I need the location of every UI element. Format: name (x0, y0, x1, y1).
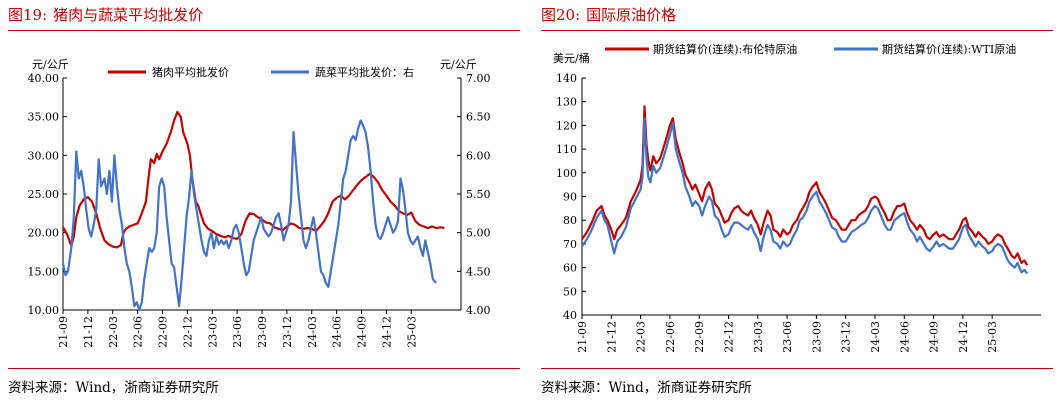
y-tick-label: 50 (563, 285, 577, 298)
left-y-tick-label: 40.00 (28, 72, 60, 85)
y-tick-label: 110 (556, 143, 577, 156)
x-tick-label: 23-12 (840, 321, 853, 353)
legend-label: 期货结算价(连续):WTI原油 (882, 42, 1016, 56)
left-y-tick-label: 20.00 (28, 227, 60, 240)
left-y-tick-label: 25.00 (28, 188, 60, 201)
x-tick-label: 25-03 (405, 316, 418, 348)
x-tick-label: 21-09 (57, 316, 70, 348)
legend-label: 蔬菜平均批发价：右 (315, 65, 414, 79)
x-tick-label: 24-06 (331, 316, 344, 348)
wti-price-line (581, 117, 1029, 275)
right-y-tick-label: 7.00 (466, 72, 491, 85)
y-tick-label: 60 (563, 262, 577, 275)
source-rule (8, 368, 520, 369)
left-y-tick-label: 30.00 (28, 149, 60, 162)
x-tick-label: 23-03 (206, 316, 219, 348)
y-tick-label: 70 (563, 238, 577, 251)
x-tick-label: 23-12 (281, 316, 294, 348)
vegetable-price-line (61, 119, 437, 312)
right-y-tick-label: 5.50 (466, 188, 491, 201)
y-tick-label: 80 (563, 214, 577, 227)
x-tick-label: 23-09 (256, 316, 269, 348)
x-tick-label: 22-06 (664, 321, 677, 353)
x-tick-label: 22-12 (722, 321, 735, 353)
x-tick-label: 24-03 (869, 321, 882, 353)
y-unit: 美元/桶 (553, 51, 590, 65)
legend-label: 猪肉平均批发价 (152, 65, 229, 79)
x-tick-label: 22-09 (157, 316, 170, 348)
brent-price-line (581, 105, 1029, 266)
figure-number: 图19: (8, 6, 48, 24)
y-tick-label: 140 (556, 72, 577, 85)
left-y-unit: 元/公斤 (32, 58, 69, 71)
x-tick-label: 22-09 (693, 321, 706, 353)
x-tick-label: 23-06 (231, 316, 244, 348)
x-tick-label: 24-06 (898, 321, 911, 353)
right-y-unit: 元/公斤 (440, 58, 477, 71)
figure-title: 图20: 国际原油价格 (541, 4, 676, 25)
figure-title: 图19: 猪肉与蔬菜平均批发价 (8, 4, 203, 25)
x-tick-label: 24-09 (356, 316, 369, 348)
figure-title-text: 猪肉与蔬菜平均批发价 (53, 6, 204, 24)
y-tick-label: 40 (563, 309, 577, 322)
right-y-tick-label: 4.50 (466, 265, 491, 278)
x-tick-label: 23-06 (781, 321, 794, 353)
x-tick-label: 22-03 (107, 316, 120, 348)
figure-number: 图20: (541, 6, 581, 24)
left-y-tick-label: 35.00 (28, 111, 60, 124)
x-tick-label: 22-12 (181, 316, 194, 348)
source-note: 资料来源：Wind，浙商证券研究所 (541, 380, 752, 396)
x-tick-label: 21-12 (605, 321, 618, 353)
x-tick-label: 24-12 (380, 316, 393, 348)
figure-19-panel: 图19: 猪肉与蔬菜平均批发价 40.00 35.00 30.00 25.00 20.00… (8, 0, 520, 402)
x-tick-label: 24-03 (306, 316, 319, 348)
title-rule (8, 30, 520, 31)
right-y-tick-label: 6.00 (466, 149, 491, 162)
y-tick-label: 130 (556, 96, 577, 109)
figure-20-panel: 图20: 国际原油价格 140 130 120 110 100 90 80 70 60 50 40 美元… (541, 0, 1053, 402)
x-tick-label: 22-06 (132, 316, 145, 348)
left-y-tick-label: 15.00 (28, 265, 60, 278)
x-tick-label: 23-09 (810, 321, 823, 353)
x-tick-label: 22-03 (635, 321, 648, 353)
x-tick-label: 21-09 (576, 321, 589, 353)
x-tick-label: 24-12 (957, 321, 970, 353)
x-tick-label: 21-12 (82, 316, 95, 348)
title-rule (541, 30, 1053, 31)
y-tick-label: 100 (556, 167, 577, 180)
figure-title-text: 国际原油价格 (586, 6, 677, 24)
right-y-tick-label: 4.00 (466, 304, 491, 317)
x-tick-label: 23-03 (752, 321, 765, 353)
crude-oil-price-chart: 140 130 120 110 100 90 80 70 60 50 40 美元/桶 21-09 21-1… (553, 42, 1041, 353)
pork-price-line (62, 110, 445, 249)
x-tick-label: 24-09 (928, 321, 941, 353)
y-tick-label: 120 (556, 119, 577, 132)
right-y-tick-label: 6.50 (466, 111, 491, 124)
left-y-tick-label: 10.00 (28, 304, 60, 317)
y-tick-label: 90 (563, 191, 577, 204)
right-y-tick-label: 5.00 (466, 227, 491, 240)
pork-vegetable-price-chart: 40.00 35.00 30.00 25.00 20.00 15.00 10.00 7.00 6… (28, 58, 491, 348)
source-note: 资料来源：Wind，浙商证券研究所 (8, 380, 219, 396)
source-rule (541, 368, 1053, 369)
x-tick-label: 25-03 (986, 321, 999, 353)
legend-label: 期货结算价(连续):布伦特原油 (653, 42, 797, 56)
